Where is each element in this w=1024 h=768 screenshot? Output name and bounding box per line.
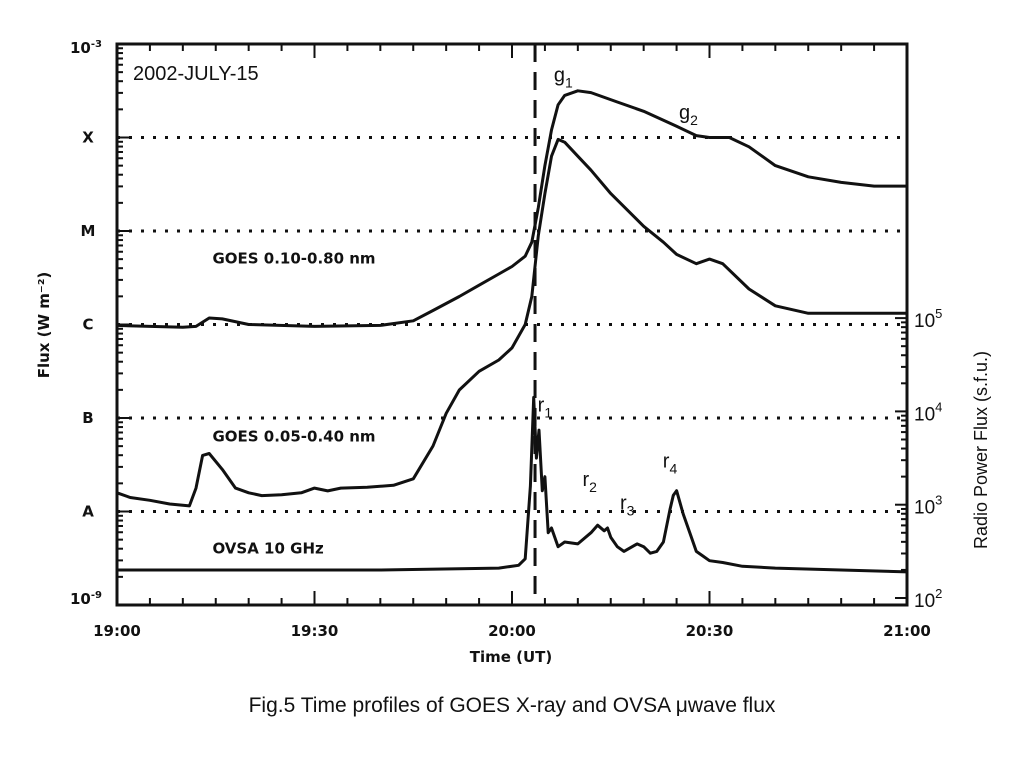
x-tick-label: 19:00	[93, 622, 141, 640]
x-tick-label: 20:30	[686, 622, 734, 640]
y-bottom-base: 10	[70, 590, 91, 608]
peak-label-base: g	[679, 102, 690, 124]
y-right-tick-base: 10	[914, 498, 935, 519]
y-left-tick-label-m: M	[81, 222, 96, 240]
y-left-tick-label-a: A	[82, 503, 94, 521]
chart-labels: GOES 0.10-0.80 nm GOES 0.05-0.40 nm OVSA 1…	[212, 64, 698, 557]
y-right-tick-exp: 3	[935, 493, 942, 508]
y-right-tick-label: 102	[914, 586, 942, 612]
y-axis-label-right: Radio Power Flux (s.f.u.)	[971, 351, 991, 549]
peak-label-sub: 3	[627, 502, 635, 518]
peak-label-base: r	[620, 492, 627, 514]
x-axis-label: Time (UT)	[470, 648, 553, 666]
x-tick-label: 19:30	[291, 622, 339, 640]
peak-label-sub: 2	[589, 479, 597, 495]
y-left-end-bottom: 10-9	[70, 590, 102, 608]
peak-label-r3: r3	[620, 492, 635, 518]
y-right-tick-base: 10	[914, 591, 935, 612]
series-label-2: GOES 0.05-0.40 nm	[212, 427, 375, 445]
peak-label-r2: r2	[582, 469, 597, 495]
y-top-exp: -3	[91, 39, 102, 50]
y-left-tick-label-x: X	[82, 129, 94, 147]
svg-text:10-9: 10-9	[70, 590, 102, 608]
peak-label-r4: r4	[663, 450, 678, 476]
svg-text:10-3: 10-3	[70, 39, 102, 57]
peak-label-sub: 1	[544, 404, 552, 420]
y-right-tick-exp: 2	[935, 586, 942, 601]
y-right-tick-exp: 5	[935, 306, 942, 321]
y-right-tick-base: 10	[914, 311, 935, 332]
y-right-tick-label: 104	[914, 399, 942, 425]
grid-lines	[117, 136, 907, 513]
series-lines	[116, 89, 908, 574]
peak-label-sub: 1	[565, 74, 573, 90]
x-tick-label: 21:00	[883, 622, 931, 640]
peak-label-base: g	[554, 64, 565, 86]
series-label-3: OVSA 10 GHz	[212, 540, 324, 558]
y-right-tick-base: 10	[914, 404, 935, 425]
peak-label-r1: r1	[538, 394, 553, 420]
y-right-tick-exp: 4	[935, 399, 942, 414]
y-axis-label-left: Flux (W m⁻²)	[35, 272, 53, 379]
chart-title: 2002-JULY-15	[133, 63, 259, 85]
y-left-tick-label-c: C	[82, 316, 93, 334]
peak-label-g2: g2	[679, 102, 698, 128]
y-bottom-exp: -9	[91, 590, 102, 601]
plot-frame	[115, 42, 909, 607]
y-left-tick-label-b: B	[82, 409, 93, 427]
y-top-base: 10	[70, 39, 91, 57]
series-label-1: GOES 0.10-0.80 nm	[212, 250, 375, 268]
y-right-tick-label: 105	[914, 306, 942, 332]
series-line-1	[116, 89, 907, 329]
figure-caption: Fig.5 Time profiles of GOES X-ray and OV…	[248, 694, 776, 717]
peak-label-sub: 4	[669, 460, 677, 476]
peak-label-base: r	[582, 469, 589, 491]
series-line-3	[117, 395, 908, 574]
y-right-tick-label: 103	[914, 493, 942, 519]
series-line-2	[116, 137, 907, 508]
peak-label-base: r	[538, 394, 545, 416]
x-tick-label: 20:00	[488, 622, 536, 640]
y-left-end-top: 10-3	[70, 39, 102, 57]
peak-label-base: r	[663, 450, 670, 472]
peak-label-sub: 2	[690, 112, 698, 128]
peak-label-g1: g1	[554, 64, 573, 90]
